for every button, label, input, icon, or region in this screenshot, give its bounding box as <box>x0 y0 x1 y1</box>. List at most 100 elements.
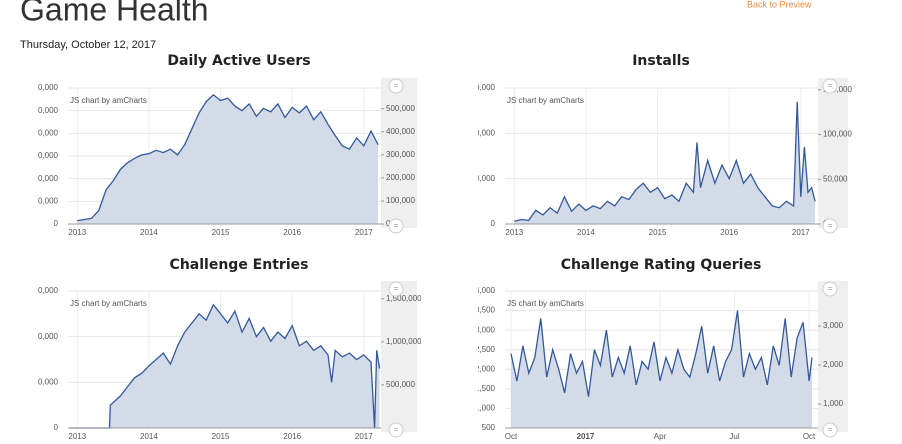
scrollbar <box>381 281 417 432</box>
y-tick-label: 0 <box>491 219 496 228</box>
y2-tick-label: 1,500,000 <box>386 294 422 303</box>
y-tick-label: 500,000 <box>29 106 58 115</box>
scrollbar-grip <box>822 218 838 234</box>
line <box>510 310 813 397</box>
y-tick-label: 50,000 <box>471 174 496 183</box>
date: Thursday, October 12, 2017 <box>20 39 156 51</box>
x-tick-label: Jul <box>729 432 739 441</box>
x-tick-label: 2013 <box>68 228 86 237</box>
scrollbar-grip <box>388 281 404 297</box>
grip-icon: = <box>828 425 833 434</box>
y-tick-label: 2,500 <box>475 345 496 354</box>
y-tick-label: 500,000 <box>29 377 58 386</box>
grip-icon: = <box>828 221 833 230</box>
scrollbar-grip <box>822 78 838 94</box>
x-tick-label: 2015 <box>212 228 230 237</box>
x-tick-label: 2014 <box>577 228 595 237</box>
y2-tick-label: 300,000 <box>386 150 415 159</box>
y2-tick-label: 2,000 <box>823 360 844 369</box>
y-tick-label: 1,500,000 <box>22 286 58 295</box>
y-tick-label: 200,000 <box>29 174 58 183</box>
x-tick-label: 2017 <box>355 432 373 441</box>
x-tick-label: Apr <box>654 432 667 441</box>
y-tick-label: 400,000 <box>29 128 58 137</box>
back-link[interactable]: Back to Preview <box>747 0 812 9</box>
x-tick-label: 2015 <box>649 228 667 237</box>
credit: JS chart by amCharts <box>70 299 147 308</box>
grip-icon: = <box>394 284 399 293</box>
scrollbar <box>381 78 417 228</box>
x-tick-label: 2015 <box>212 432 230 441</box>
chart-title: Challenge Rating Queries <box>561 257 762 273</box>
line <box>77 93 379 222</box>
y-tick-label: 2,000 <box>475 364 496 373</box>
grip-icon: = <box>828 284 833 293</box>
grip-icon: = <box>394 425 399 434</box>
scrollbar <box>818 78 848 228</box>
y-tick-label: 1,000 <box>475 404 496 413</box>
y-tick-label: 100,000 <box>466 128 495 137</box>
y-tick-label: 3,000 <box>475 325 496 334</box>
credit: JS chart by amCharts <box>70 96 147 105</box>
x-tick-label: 2016 <box>720 228 738 237</box>
x-tick-label: 2013 <box>505 228 523 237</box>
y2-tick-label: 100,000 <box>823 130 852 139</box>
chart: 0 50,000 100,000 150,000 2013 2014 2015 2016 201… <box>466 78 852 237</box>
y2-tick-label: 150,000 <box>823 85 852 94</box>
area <box>511 310 812 428</box>
x-tick-label: 2017 <box>355 228 373 237</box>
scrollbar-grip <box>388 422 404 438</box>
y2-tick-label: 400,000 <box>386 127 415 136</box>
chart: 500 1,000 1,500 2,000 2,500 3,000 3,500 4,000 Oc… <box>475 281 848 441</box>
y-tick-label: 0 <box>54 219 59 228</box>
y2-tick-label: 100,000 <box>386 196 415 205</box>
y-tick-label: 500 <box>482 423 496 432</box>
y-tick-label: 1,500 <box>475 384 496 393</box>
y-tick-label: 3,500 <box>475 306 496 315</box>
y-tick-label: 150,000 <box>466 83 495 92</box>
x-tick-label: 2017 <box>792 228 810 237</box>
chart: 0 500,000 1,000,000 1,500,000 2013 2014 2015 20… <box>22 281 422 441</box>
grip-icon: = <box>394 221 399 230</box>
y2-tick-label: 3,000 <box>823 321 844 330</box>
credit: JS chart by amCharts <box>507 96 584 105</box>
y2-tick-label: 200,000 <box>386 173 415 182</box>
scrollbar <box>818 281 848 432</box>
scrollbar-grip <box>388 78 404 94</box>
y-tick-label: 600,000 <box>29 83 58 92</box>
x-tick-label: Oct <box>505 432 518 441</box>
y2-tick-label: 1,000 <box>823 399 844 408</box>
y2-tick-label: 0 <box>386 219 391 228</box>
x-tick-label: 2013 <box>68 432 86 441</box>
y-tick-label: 300,000 <box>29 151 58 160</box>
y2-tick-label: 500,000 <box>386 104 415 113</box>
y-tick-label: 4,000 <box>475 286 496 295</box>
x-tick-label: 2014 <box>140 228 158 237</box>
area <box>70 304 380 428</box>
scrollbar-grip <box>822 281 838 297</box>
y2-tick-label: 1,000,000 <box>386 337 422 346</box>
y-tick-label: 1,000,000 <box>22 332 58 341</box>
x-tick-label: 2014 <box>140 432 158 441</box>
credit: JS chart by amCharts <box>507 299 584 308</box>
chart: 0 100,000 200,000 300,000 400,000 500,000 600,… <box>29 78 417 237</box>
x-tick-label: 2016 <box>283 228 301 237</box>
chart-title: Installs <box>632 53 690 69</box>
area <box>514 101 816 224</box>
line <box>70 303 381 429</box>
x-tick-label: 2016 <box>283 432 301 441</box>
chart-title: Challenge Entries <box>170 257 309 273</box>
x-tick-label: 2017 <box>577 432 595 441</box>
line <box>514 101 816 222</box>
grip-icon: = <box>828 81 833 90</box>
chart-title: Daily Active Users <box>167 53 310 69</box>
scrollbar-grip <box>822 422 838 438</box>
scrollbar-grip <box>388 218 404 234</box>
y-tick-label: 100,000 <box>29 196 58 205</box>
page-title: Game Health <box>20 0 209 27</box>
grip-icon: = <box>394 81 399 90</box>
y-tick-label: 0 <box>54 423 59 432</box>
area <box>77 94 379 224</box>
